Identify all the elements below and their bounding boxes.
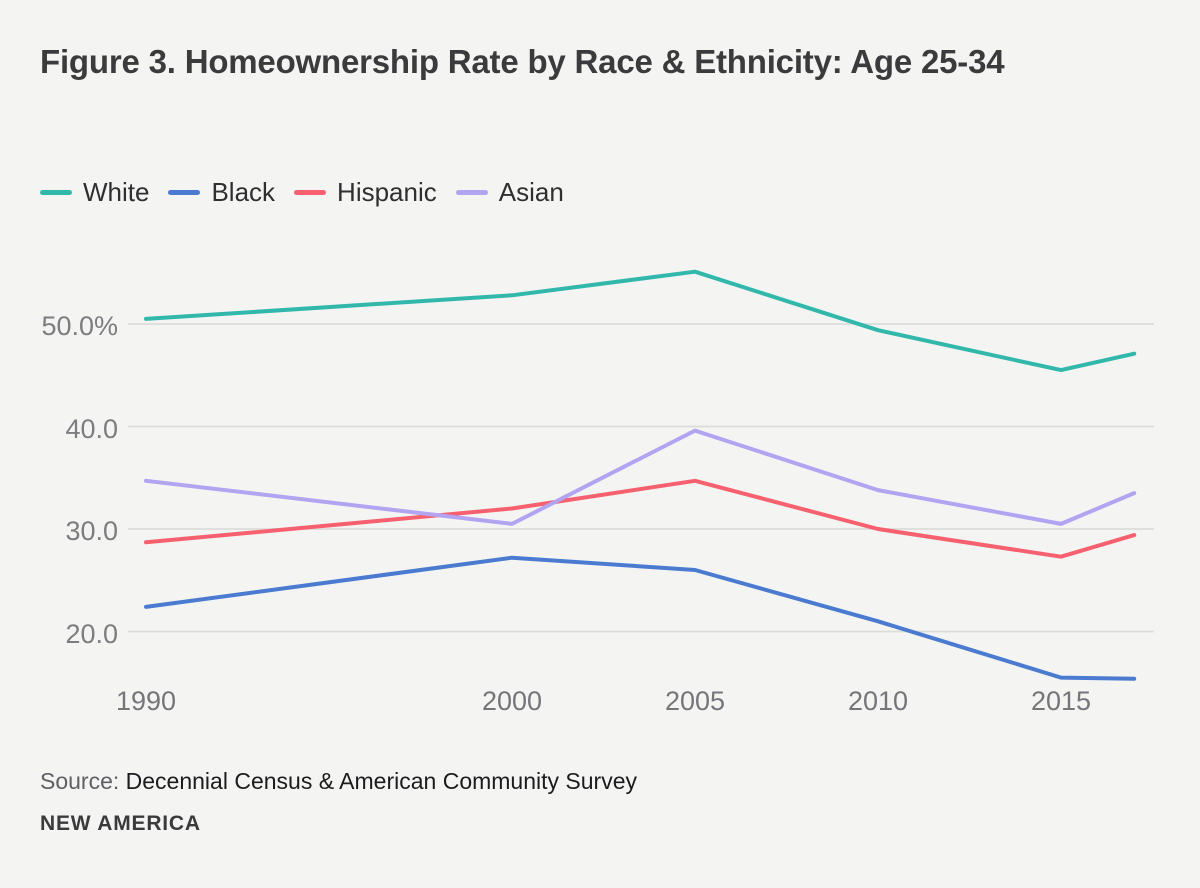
x-axis-tick-label: 1990 xyxy=(115,686,177,716)
legend-item-black: Black xyxy=(168,178,275,206)
x-axis-tick-label: 2010 xyxy=(847,686,909,716)
legend-item-asian: Asian xyxy=(455,177,564,207)
y-axis-tick-label: 40.0 xyxy=(65,413,118,444)
series-line-asian xyxy=(144,428,1137,526)
legend-item-hispanic: Hispanic xyxy=(294,178,437,206)
plot-area: 50.0% 40.0 30.0 20.0 1990 2000 2005 2010 2015 xyxy=(41,269,1154,716)
hispanic-series-swatch-icon xyxy=(294,189,327,195)
legend-item-white: White xyxy=(40,178,149,206)
series-line-hispanic xyxy=(144,478,1137,559)
source-label: Source: xyxy=(40,768,126,794)
chart-title: Figure 3. Homeownership Rate by Race & E… xyxy=(40,43,1005,80)
x-axis-tick-label: 2000 xyxy=(481,686,543,716)
white-series-swatch-icon xyxy=(40,189,72,195)
source-text: Decennial Census & American Community Su… xyxy=(125,768,637,794)
legend-label: Asian xyxy=(498,177,564,207)
y-axis-tick-label: 50.0% xyxy=(41,311,118,341)
asian-series-swatch-icon xyxy=(455,189,488,195)
legend-label: Hispanic xyxy=(337,177,437,207)
x-axis-tick-label: 2015 xyxy=(1030,686,1092,716)
x-axis-tick-label: 2005 xyxy=(664,686,726,716)
y-axis-tick-label: 30.0 xyxy=(65,516,118,546)
legend: White Black Hispanic Asian xyxy=(40,178,564,206)
legend-label: Black xyxy=(211,177,276,207)
series-line-white xyxy=(144,269,1137,373)
series-line-black xyxy=(144,555,1137,681)
legend-label: White xyxy=(83,177,150,207)
source-line: Source: Decennial Census & American Comm… xyxy=(40,766,637,796)
y-axis-tick-label: 20.0 xyxy=(65,618,118,649)
brand-wordmark: NEW AMERICA xyxy=(40,812,201,835)
black-series-swatch-icon xyxy=(168,189,201,195)
line-chart xyxy=(128,269,1154,681)
